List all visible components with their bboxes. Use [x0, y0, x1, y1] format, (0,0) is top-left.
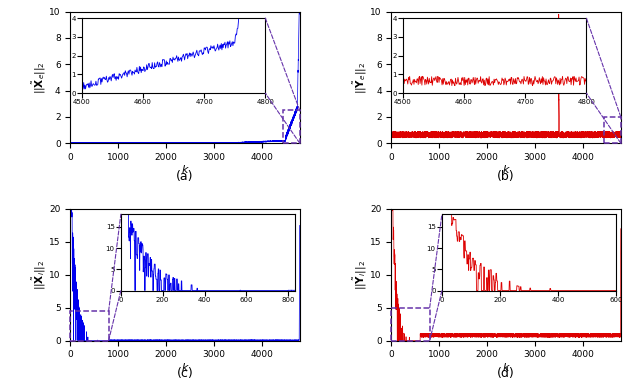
Bar: [604, 117, 621, 143]
Y-axis label: $||\tilde{\mathbf{X}}_{i}||_2$: $||\tilde{\mathbf{X}}_{i}||_2$: [31, 260, 48, 290]
X-axis label: $k$: $k$: [502, 361, 511, 373]
Text: (a): (a): [176, 170, 194, 183]
X-axis label: $k$: $k$: [502, 163, 511, 175]
Y-axis label: $||\tilde{\mathbf{Y}}_{e}||_2$: $||\tilde{\mathbf{Y}}_{e}||_2$: [352, 61, 369, 94]
Text: (b): (b): [497, 170, 515, 183]
X-axis label: $k$: $k$: [180, 361, 189, 373]
Bar: [283, 110, 300, 143]
Text: (c): (c): [177, 367, 193, 380]
Bar: [392, 308, 429, 341]
Text: (d): (d): [497, 367, 515, 380]
X-axis label: $k$: $k$: [180, 163, 189, 175]
Y-axis label: $||\tilde{\mathbf{X}}_{e}||_2$: $||\tilde{\mathbf{X}}_{e}||_2$: [31, 61, 48, 94]
Bar: [70, 311, 109, 341]
Y-axis label: $||\tilde{\mathbf{Y}}_{i}||_2$: $||\tilde{\mathbf{Y}}_{i}||_2$: [352, 260, 369, 290]
